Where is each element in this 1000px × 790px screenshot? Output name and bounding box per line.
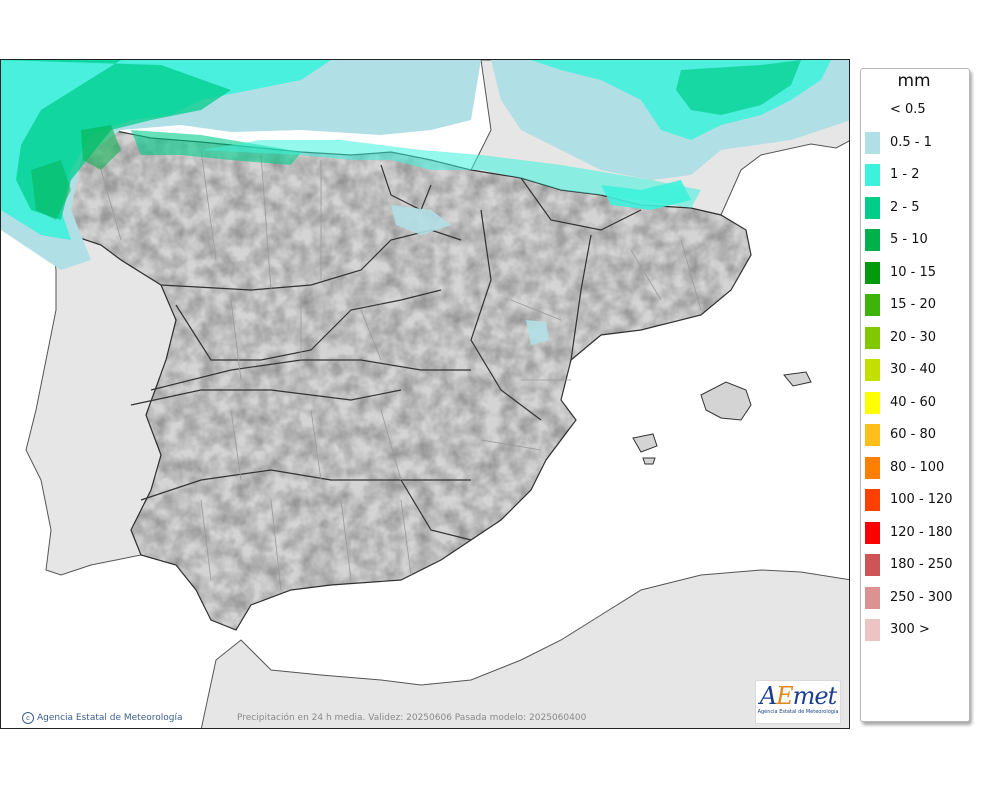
legend-swatch (865, 359, 880, 381)
legend-swatch (865, 99, 880, 121)
legend-swatch (865, 164, 880, 186)
precipitation-overlay (1, 60, 849, 345)
legend-item: 5 - 10 (861, 229, 969, 251)
legend-label: < 0.5 (890, 102, 926, 117)
legend-label: 120 - 180 (890, 524, 953, 540)
menorca (783, 371, 812, 387)
legend-label: 300 > (890, 622, 930, 637)
legend-label: 30 - 40 (890, 362, 937, 377)
legend-swatch (865, 619, 880, 641)
legend-item: 250 - 300 (861, 586, 969, 609)
legend-item: 1 - 2 (861, 164, 969, 186)
legend-label: 100 - 120 (890, 492, 953, 507)
mallorca (700, 381, 752, 421)
legend-item: 2 - 5 (861, 196, 969, 219)
legend-item: 30 - 40 (861, 359, 969, 381)
legend-swatch (865, 586, 880, 609)
legend-label: 80 - 100 (890, 459, 945, 475)
aemet-logo-subtitle: Agencia Estatal de Meteorología (757, 709, 839, 715)
legend-swatch (865, 294, 880, 316)
agency-credit: c Agencia Estatal de Meteorología (22, 712, 183, 724)
ibiza (632, 433, 658, 453)
province-lines (100, 149, 702, 591)
precipitation-map[interactable] (0, 59, 850, 729)
legend-label: 0.5 - 1 (890, 134, 932, 150)
formentera (642, 457, 656, 465)
legend-swatch (865, 326, 880, 349)
legend-item: 60 - 80 (861, 424, 969, 446)
legend-item: 40 - 60 (861, 391, 969, 414)
legend-swatch (865, 554, 880, 576)
legend-unit: mm (897, 71, 931, 91)
legend-swatch (865, 391, 880, 414)
legend-swatch (865, 196, 880, 219)
map-caption: Precipitación en 24 h media. Validez: 20… (237, 713, 587, 723)
legend-swatch (865, 229, 880, 251)
map-canvas (1, 60, 849, 728)
africa-land (200, 569, 849, 728)
legend-label: 15 - 20 (890, 297, 937, 312)
legend-label: 1 - 2 (890, 167, 920, 182)
legend-item: 80 - 100 (861, 456, 969, 479)
legend-label: 2 - 5 (890, 199, 920, 215)
legend-swatch (865, 261, 880, 284)
legend-item: 0.5 - 1 (861, 131, 969, 154)
legend-label: 180 - 250 (890, 557, 953, 572)
copyright-icon: c (22, 712, 34, 724)
legend-swatch (865, 489, 880, 511)
legend-item: 180 - 250 (861, 554, 969, 576)
agency-credit-text: Agencia Estatal de Meteorología (37, 713, 183, 723)
legend-item: 15 - 20 (861, 294, 969, 316)
legend-label: 60 - 80 (890, 427, 937, 442)
legend-item: 10 - 15 (861, 261, 969, 284)
legend-label: 250 - 300 (890, 589, 953, 605)
legend-label: 5 - 10 (890, 232, 928, 247)
legend-swatch (865, 424, 880, 446)
legend-item: 100 - 120 (861, 489, 969, 511)
legend-item: < 0.5 (861, 99, 969, 121)
legend-label: 40 - 60 (890, 394, 937, 410)
legend-item: 20 - 30 (861, 326, 969, 349)
legend-swatch (865, 521, 880, 544)
legend-item: 300 > (861, 619, 969, 641)
precipitation-legend: mm < 0.5 0.5 - 1 1 - 2 2 - 5 5 - 10 10 - 15 15… (860, 68, 970, 722)
aemet-logo-word: AEmet (759, 682, 837, 710)
aemet-logo: AEmet Agencia Estatal de Meteorología (755, 680, 841, 724)
legend-swatch (865, 131, 880, 154)
legend-swatch (865, 456, 880, 479)
legend-label: 10 - 15 (890, 264, 937, 280)
legend-item: 120 - 180 (861, 521, 969, 544)
legend-label: 20 - 30 (890, 329, 937, 345)
